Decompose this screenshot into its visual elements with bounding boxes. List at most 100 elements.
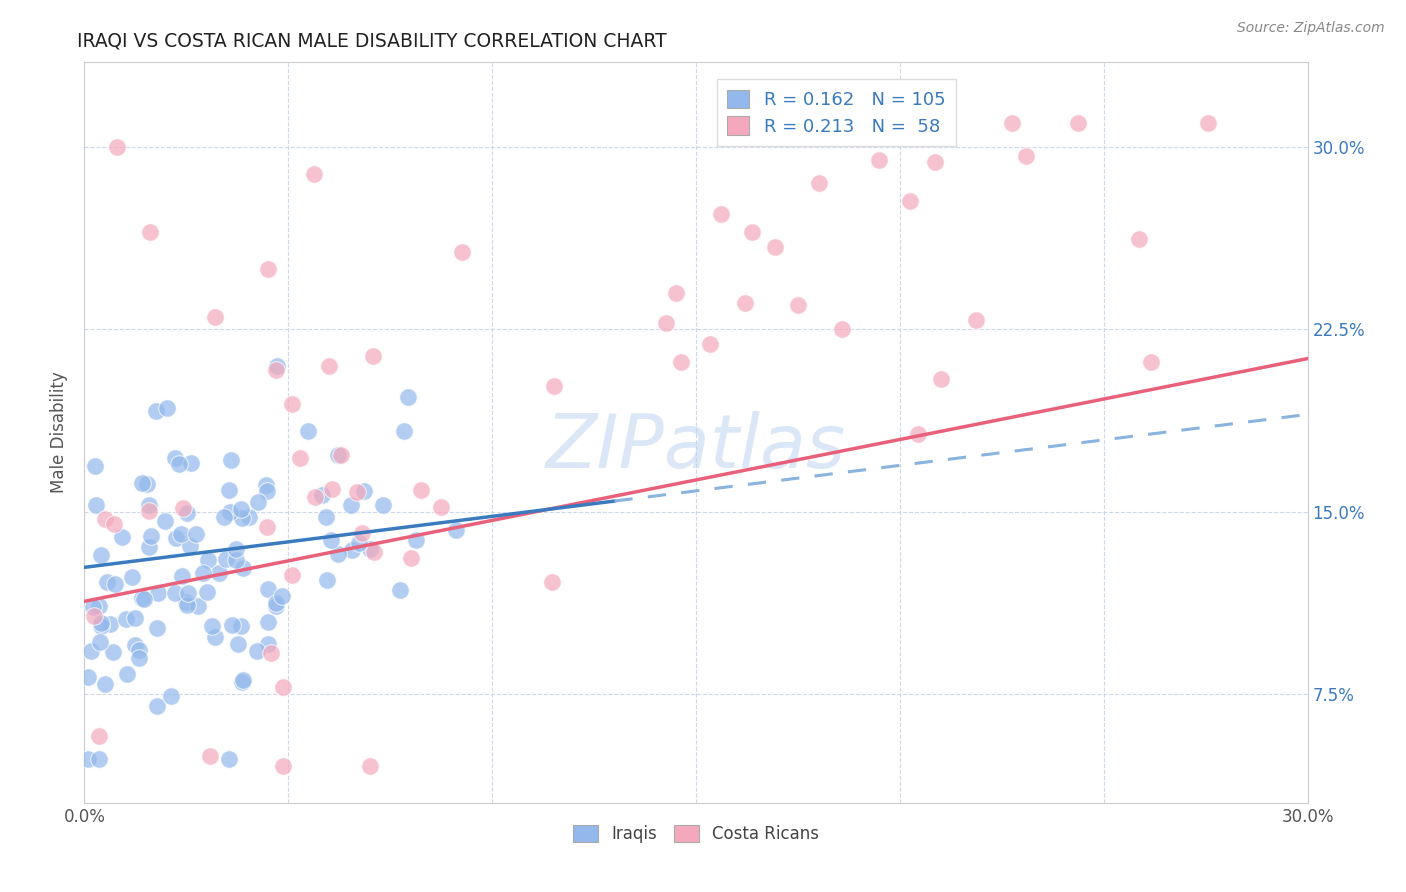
Point (273, 680, 295, 694)
Text: Source: ZipAtlas.com: Source: ZipAtlas.com (1237, 21, 1385, 35)
Point (176, 586, 198, 600)
Point (96, 575, 118, 590)
Point (340, 498, 363, 512)
Point (138, 541, 160, 555)
Point (80, 644, 103, 658)
Point (124, 611, 146, 625)
Point (145, 699, 167, 714)
Point (170, 527, 193, 541)
Point (1014, 149, 1036, 163)
Point (218, 752, 240, 766)
Point (184, 526, 207, 541)
Point (167, 458, 190, 472)
Point (231, 619, 253, 633)
Point (363, 545, 385, 559)
Point (131, 591, 153, 606)
Point (741, 225, 763, 239)
Point (141, 529, 163, 543)
Point (191, 566, 214, 580)
Point (159, 690, 181, 704)
Point (208, 566, 231, 580)
Point (359, 759, 381, 773)
Text: IRAQI VS COSTA RICAN MALE DISABILITY CORRELATION CHART: IRAQI VS COSTA RICAN MALE DISABILITY COR… (77, 31, 666, 50)
Point (82, 599, 104, 614)
Point (174, 595, 197, 609)
Point (225, 541, 247, 556)
Point (180, 456, 202, 470)
Point (254, 478, 277, 492)
Point (176, 599, 198, 613)
Point (353, 484, 375, 499)
Point (89, 599, 111, 613)
Point (231, 502, 253, 516)
Point (430, 500, 453, 514)
Point (89, 635, 111, 649)
Point (131, 476, 153, 491)
Point (104, 577, 127, 591)
Point (655, 316, 678, 330)
Point (201, 618, 224, 632)
Point (396, 390, 419, 404)
Point (411, 483, 433, 497)
Point (710, 207, 733, 221)
Point (350, 526, 373, 541)
Point (94, 677, 117, 691)
Point (318, 359, 340, 373)
Point (124, 638, 146, 652)
Point (93, 512, 115, 526)
Point (340, 543, 363, 558)
Point (671, 355, 693, 369)
Point (204, 630, 226, 644)
Point (929, 372, 952, 386)
Point (155, 514, 177, 528)
Point (869, 153, 891, 167)
Point (172, 501, 194, 516)
Point (257, 615, 280, 629)
Point (232, 561, 254, 575)
Point (103, 517, 125, 532)
Point (145, 621, 167, 635)
Point (90, 619, 112, 633)
Point (246, 494, 269, 508)
Point (392, 424, 415, 438)
Point (212, 510, 235, 524)
Point (195, 584, 218, 599)
Point (808, 176, 831, 190)
Point (84, 458, 107, 473)
Point (280, 397, 302, 411)
Point (371, 498, 394, 512)
Point (281, 568, 304, 582)
Point (84, 499, 107, 513)
Point (218, 483, 240, 498)
Point (264, 363, 287, 377)
Point (965, 313, 987, 327)
Point (304, 490, 326, 504)
Point (266, 359, 288, 374)
Point (170, 569, 193, 583)
Text: ZIPatlas: ZIPatlas (546, 411, 846, 483)
Point (311, 488, 333, 502)
Y-axis label: Male Disability: Male Disability (51, 372, 69, 493)
Point (665, 285, 688, 300)
Point (165, 531, 187, 545)
Point (405, 533, 427, 547)
Point (228, 637, 250, 651)
Legend: Iraqis, Costa Ricans: Iraqis, Costa Ricans (567, 819, 825, 850)
Point (264, 596, 287, 610)
Point (77, 752, 100, 766)
Point (349, 536, 371, 550)
Point (831, 322, 853, 336)
Point (290, 450, 312, 465)
Point (1067, 116, 1090, 130)
Point (121, 570, 143, 584)
Point (221, 618, 243, 632)
Point (145, 404, 167, 418)
Point (198, 749, 221, 764)
Point (315, 509, 337, 524)
Point (1001, 116, 1024, 130)
Point (176, 506, 198, 520)
Point (204, 310, 226, 325)
Point (246, 644, 269, 658)
Point (361, 349, 384, 363)
Point (346, 484, 368, 499)
